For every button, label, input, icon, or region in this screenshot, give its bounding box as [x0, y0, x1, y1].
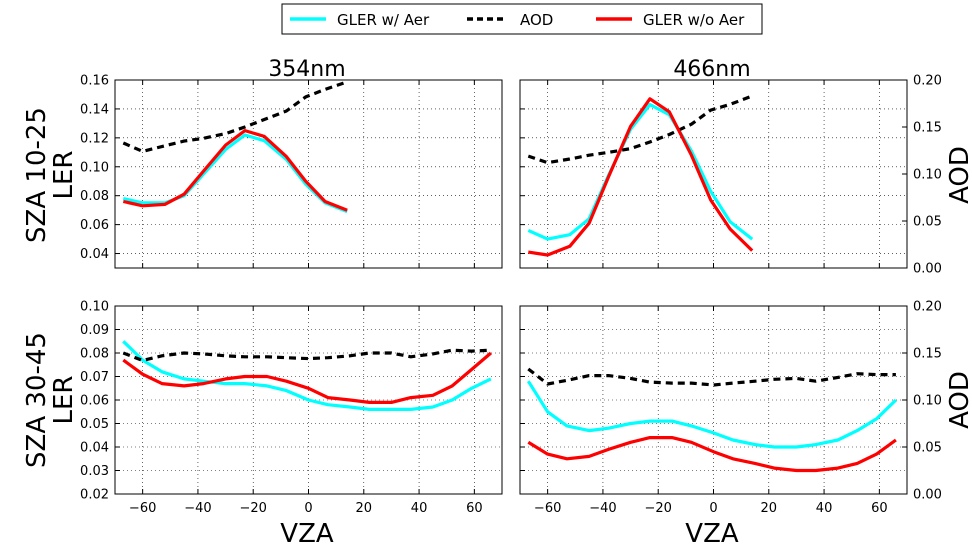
y2-tick-label: 0.00	[913, 488, 942, 503]
y-tick-label: 0.04	[80, 247, 109, 262]
x-tick-label: 60	[466, 501, 483, 516]
series-line-gler-w-aer	[527, 102, 754, 241]
y-tick-label: 0.10	[80, 160, 109, 175]
series-line-gler-w-aer	[122, 133, 348, 214]
series-line-gler-w-aer	[526, 380, 898, 449]
panel-354nm-sza-10-25: 0.04 0.06 0.08 0.10 0.12 0.14 0.16	[80, 74, 503, 269]
col-title-354nm: 354nm	[268, 57, 345, 82]
y-tick-label: 0.06	[80, 394, 109, 409]
y2-tick-label: 0.10	[913, 394, 942, 409]
legend: GLER w/ Aer AOD GLER w/o Aer	[281, 3, 763, 35]
series-line-gler-w-aer	[122, 340, 492, 411]
x-tick-label: −20	[239, 501, 266, 516]
panel-466nm-sza-30-45: −60 −40 −20 0 20 40 60 0.00 0.05 0.10 0.15 0.20	[519, 300, 942, 516]
y-tick-label: 0.02	[80, 488, 109, 503]
y-tick-label: 0.06	[80, 218, 109, 233]
x-tick-label: −40	[184, 501, 211, 516]
y-tick-label: 0.04	[80, 441, 109, 456]
y-tick-label: 0.08	[80, 189, 109, 204]
row-label-1-line2: LER	[49, 151, 79, 200]
series-line-gler-w-o-aer	[122, 351, 492, 404]
y2-tick-label: 0.05	[913, 441, 942, 456]
x-tick-label: 40	[411, 501, 428, 516]
series-line-aod	[527, 367, 896, 387]
x-tick-label: 0	[709, 501, 717, 516]
legend-frame	[281, 3, 763, 35]
x-tick-label: 20	[356, 501, 373, 516]
y2-tick-label: 0.10	[913, 168, 942, 183]
y2-tick-label: 0.15	[913, 121, 942, 136]
legend-label-gler-wo-aer: GLER w/o Aer	[643, 11, 745, 29]
x-tick-label: −60	[534, 501, 561, 516]
y-tick-label: 0.10	[80, 300, 109, 315]
x-tick-label: 20	[761, 501, 778, 516]
y-tick-label: 0.03	[80, 464, 109, 479]
row-label-1-line1: SZA 10-25	[22, 107, 52, 243]
series-line-aod	[122, 80, 348, 153]
series-line-aod	[527, 94, 753, 165]
legend-label-aod: AOD	[520, 11, 553, 29]
y-tick-label: 0.14	[80, 102, 109, 117]
y-tick-label: 0.16	[80, 74, 109, 89]
y-tick-label: 0.08	[80, 347, 109, 362]
y2-tick-label: 0.20	[913, 300, 942, 315]
x-tick-label: −40	[589, 501, 616, 516]
y-tick-label: 0.07	[80, 370, 109, 385]
row-label-2-line2: LER	[49, 376, 79, 425]
x-tick-label: 0	[304, 501, 312, 516]
right-axis-label-aod-1: AOD	[945, 146, 972, 204]
x-tick-label: −20	[644, 501, 671, 516]
series-line-gler-w-o-aer	[527, 436, 897, 473]
y-tick-label: 0.09	[80, 323, 109, 338]
col-title-466nm: 466nm	[673, 57, 750, 82]
series-line-gler-w-o-aer	[528, 97, 754, 257]
y2-tick-label: 0.20	[913, 74, 942, 89]
y2-tick-label: 0.05	[913, 215, 942, 230]
y-tick-label: 0.12	[80, 131, 109, 146]
panel-354nm-sza-30-45: −60 −40 −20 0 20 40 60 0.02 0.03 0.04 0.05 0.06 0.07…	[80, 300, 503, 516]
panel-466nm-sza-10-25: 0.00 0.05 0.10 0.15 0.20	[519, 74, 942, 277]
row-label-2-line1: SZA 30-45	[22, 332, 52, 468]
x-tick-label: 40	[816, 501, 833, 516]
legend-label-gler-w-aer: GLER w/ Aer	[337, 11, 430, 29]
y-tick-label: 0.05	[80, 417, 109, 432]
x-tick-label: 60	[871, 501, 888, 516]
x-axis-label-left: VZA	[280, 519, 334, 546]
x-axis-label-right: VZA	[685, 519, 739, 546]
x-tick-label: −60	[129, 501, 156, 516]
series-line-gler-w-o-aer	[122, 129, 348, 212]
right-axis-label-aod-2: AOD	[945, 371, 972, 429]
y2-tick-label: 0.00	[913, 262, 942, 277]
y2-tick-label: 0.15	[913, 347, 942, 362]
series-line-aod	[122, 348, 491, 363]
